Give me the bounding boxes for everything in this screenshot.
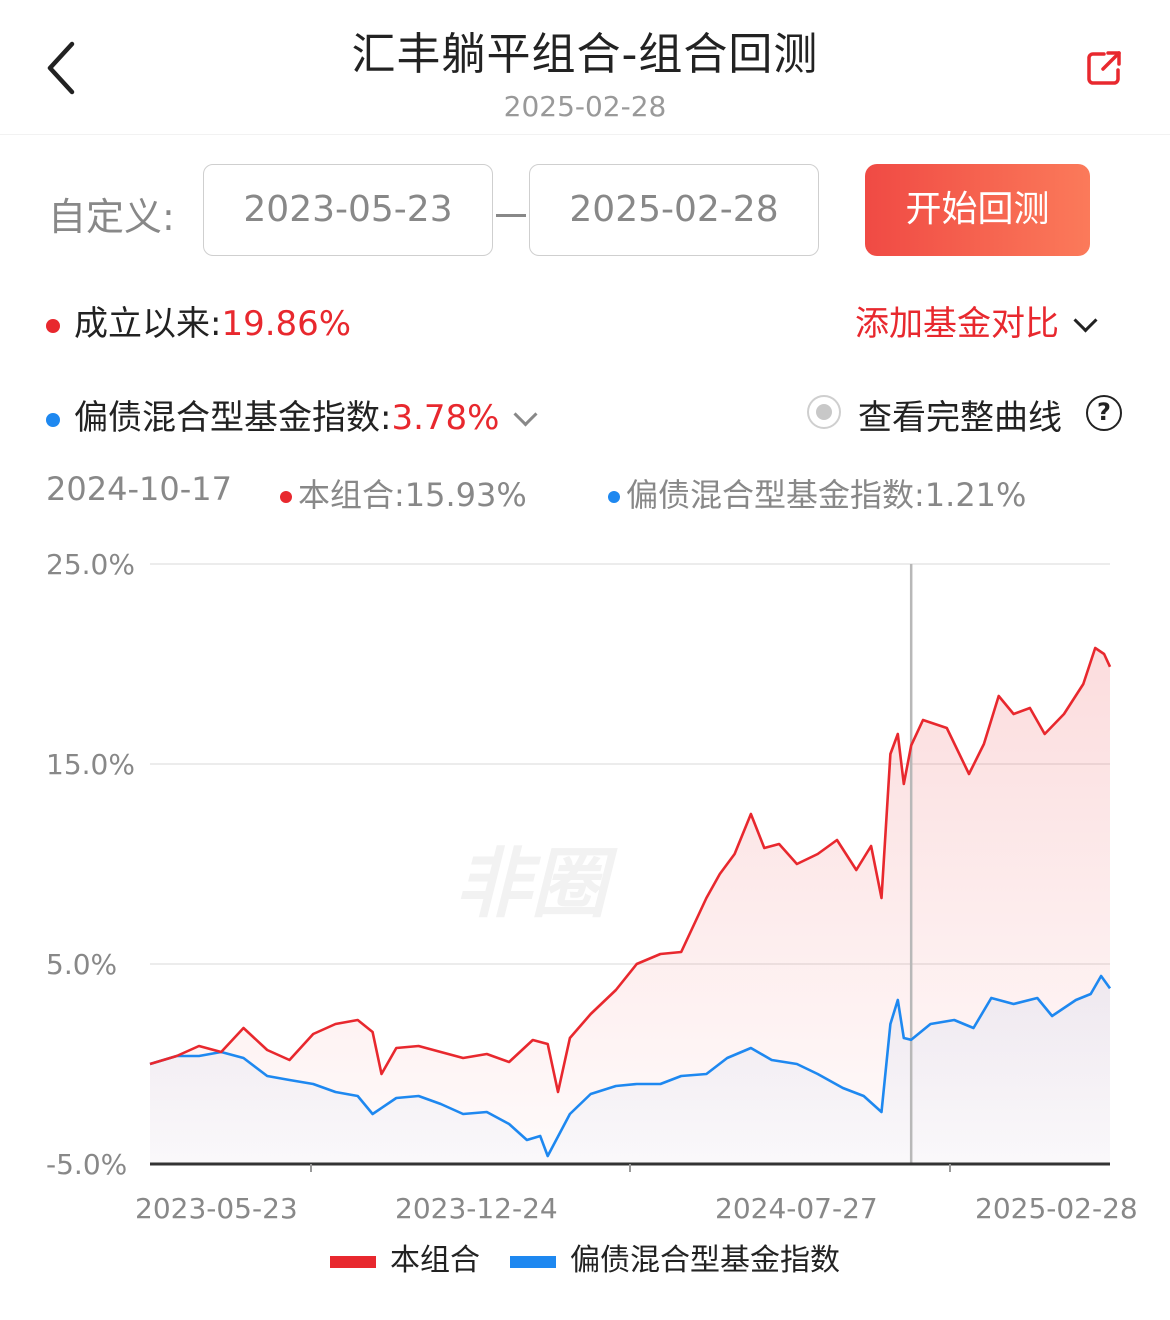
date-range-dash	[496, 214, 526, 217]
tooltip-portfolio-text: 本组合:15.93%	[298, 476, 527, 514]
tooltip-benchmark-dot	[608, 491, 620, 503]
series-line-portfolio	[149, 646, 1112, 1094]
series-area-portfolio	[150, 648, 1110, 1164]
legend-benchmark: 偏债混合型基金指数	[510, 1235, 840, 1279]
page-title: 汇丰躺平组合-组合回测	[351, 29, 819, 80]
series-line-benchmark	[149, 974, 1112, 1158]
since-inception-value: 19.86%	[221, 304, 352, 344]
page-date: 2025-02-28	[503, 90, 667, 123]
x-tick-label: 2024-07-27	[715, 1192, 878, 1225]
since-inception-row: 成立以来:19.86%	[46, 296, 351, 345]
legend-portfolio-swatch	[330, 1255, 376, 1268]
legend-benchmark-swatch	[510, 1255, 556, 1268]
full-curve-radio[interactable]	[807, 395, 841, 429]
tooltip-benchmark-text: 偏债混合型基金指数:1.21%	[626, 476, 1027, 514]
benchmark-dot	[46, 412, 60, 427]
full-curve-label[interactable]: 查看完整曲线	[858, 398, 1062, 438]
watermark-logo: 非圈	[455, 839, 618, 928]
benchmark-row[interactable]: 偏债混合型基金指数:3.78%	[46, 390, 539, 439]
tooltip-portfolio-dot	[280, 491, 292, 503]
portfolio-dot	[46, 318, 60, 333]
legend-portfolio: 本组合	[330, 1235, 480, 1279]
back-icon[interactable]	[40, 38, 90, 98]
custom-range-label: 自定义:	[48, 195, 175, 239]
x-tick-label: 2025-02-28	[975, 1192, 1138, 1225]
benchmark-label: 偏债混合型基金指数:	[74, 398, 392, 438]
benchmark-chevron-down-icon[interactable]	[513, 402, 539, 427]
since-inception-label: 成立以来:	[74, 304, 222, 344]
backtest-line-chart[interactable]: 25.0% 15.0% 5.0% -5.0% 非圈 2023-05-23 2023-12-2…	[0, 540, 1170, 1240]
add-fund-compare-button[interactable]: 添加基金对比	[855, 296, 1098, 345]
help-icon[interactable]: ?	[1086, 395, 1122, 431]
x-tick-label: 2023-12-24	[395, 1192, 558, 1225]
start-date-field[interactable]: 2023-05-23	[203, 164, 493, 256]
y-tick-label: 25.0%	[46, 548, 135, 581]
legend-portfolio-label: 本组合	[390, 1243, 480, 1278]
start-backtest-button[interactable]: 开始回测	[865, 164, 1090, 256]
x-tick-label: 2023-05-23	[135, 1192, 298, 1225]
tooltip-date: 2024-10-17	[46, 470, 232, 508]
y-tick-label: 5.0%	[46, 948, 117, 981]
add-fund-compare-label: 添加基金对比	[855, 304, 1059, 344]
end-date-field[interactable]: 2025-02-28	[529, 164, 819, 256]
y-tick-label: 15.0%	[46, 748, 135, 781]
header-divider	[0, 134, 1170, 135]
tooltip-portfolio: 本组合:15.93%	[280, 470, 527, 516]
benchmark-value: 3.78%	[391, 398, 500, 438]
tooltip-benchmark: 偏债混合型基金指数:1.21%	[608, 470, 1026, 516]
legend-benchmark-label: 偏债混合型基金指数	[570, 1243, 840, 1278]
share-icon[interactable]	[1084, 48, 1124, 88]
y-tick-label: -5.0%	[46, 1148, 127, 1181]
chevron-down-icon	[1073, 308, 1098, 333]
